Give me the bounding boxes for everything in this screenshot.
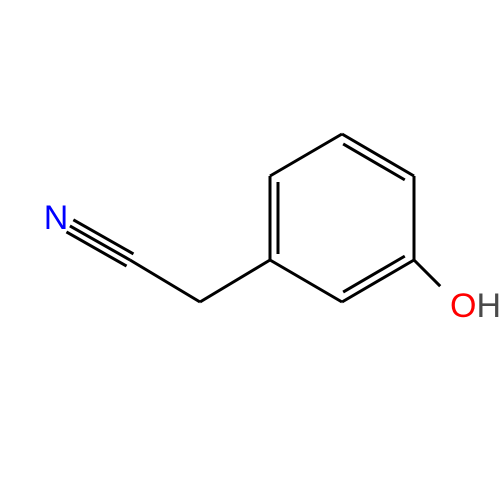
atom-label-nitrogen: N (44, 199, 69, 237)
bond (343, 256, 405, 292)
bond (342, 134, 414, 176)
bond (70, 226, 130, 260)
bond (130, 260, 200, 302)
molecule-canvas: N OH (0, 0, 500, 500)
bond (73, 220, 133, 254)
atom-label-hydroxyl: OH (450, 287, 500, 325)
bond (414, 260, 440, 286)
bond (270, 260, 342, 302)
bond (200, 260, 270, 302)
bond (66, 232, 126, 266)
bond (270, 134, 342, 176)
bond (343, 144, 405, 180)
bond (342, 260, 414, 302)
